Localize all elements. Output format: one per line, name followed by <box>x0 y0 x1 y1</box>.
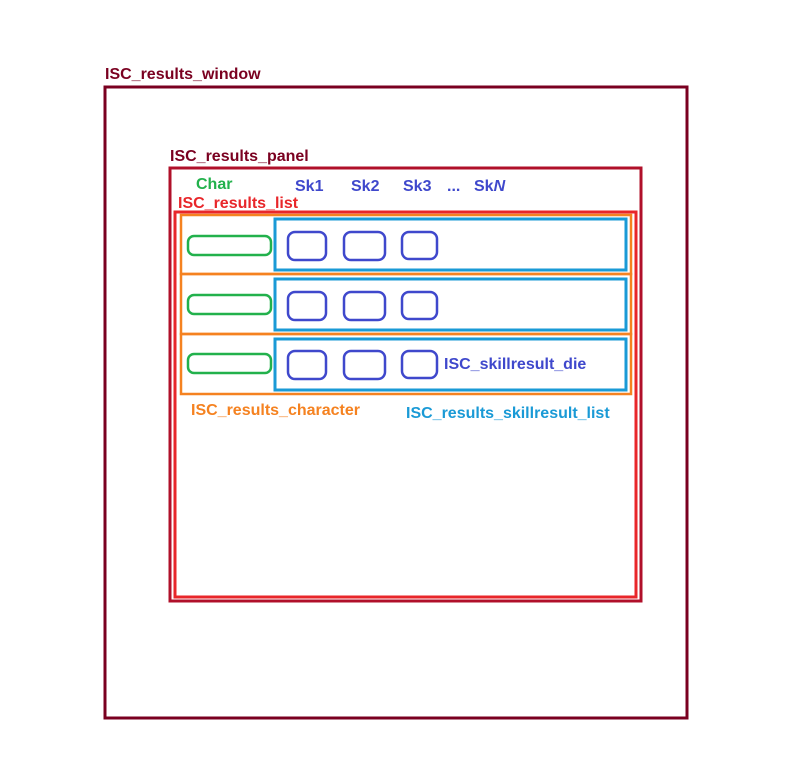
skillresult-die <box>400 290 439 321</box>
header-skill-3-label: Sk3 <box>403 178 432 195</box>
skillresult-die-label: ISC_skillresult_die <box>444 356 586 373</box>
results-panel-label: ISC_results_panel <box>170 148 309 165</box>
results-list-box <box>173 210 638 599</box>
skillresult-die <box>342 230 387 262</box>
results-character-row <box>179 213 633 276</box>
char-cell <box>186 234 273 257</box>
results-list-label: ISC_results_list <box>178 195 299 212</box>
header-ellipsis-label: ... <box>447 178 460 195</box>
results-character-row <box>179 272 633 336</box>
skillresult-die <box>400 230 439 261</box>
results-character-label: ISC_results_character <box>191 402 360 419</box>
results-character-row <box>179 332 633 396</box>
results-window-label: ISC_results_window <box>105 66 261 83</box>
skillresult-list-label: ISC_results_skillresult_list <box>406 405 610 422</box>
char-cell <box>186 352 273 375</box>
skillresult-die <box>286 349 328 381</box>
header-char-label: Char <box>196 176 232 193</box>
skillresult-list-box <box>273 277 628 332</box>
skillresult-die <box>342 349 387 381</box>
results-panel-box <box>168 166 643 603</box>
skillresult-list-box <box>273 217 628 272</box>
header-skill-n-label: SkN <box>474 178 506 195</box>
skillresult-list-box <box>273 337 628 392</box>
skillresult-die <box>286 230 328 262</box>
header-skill-1-label: Sk1 <box>295 178 324 195</box>
skillresult-die <box>286 290 328 322</box>
results-window-box <box>103 85 689 720</box>
char-cell <box>186 293 273 316</box>
skillresult-die <box>342 290 387 322</box>
header-skill-2-label: Sk2 <box>351 178 380 195</box>
skillresult-die <box>400 349 439 380</box>
